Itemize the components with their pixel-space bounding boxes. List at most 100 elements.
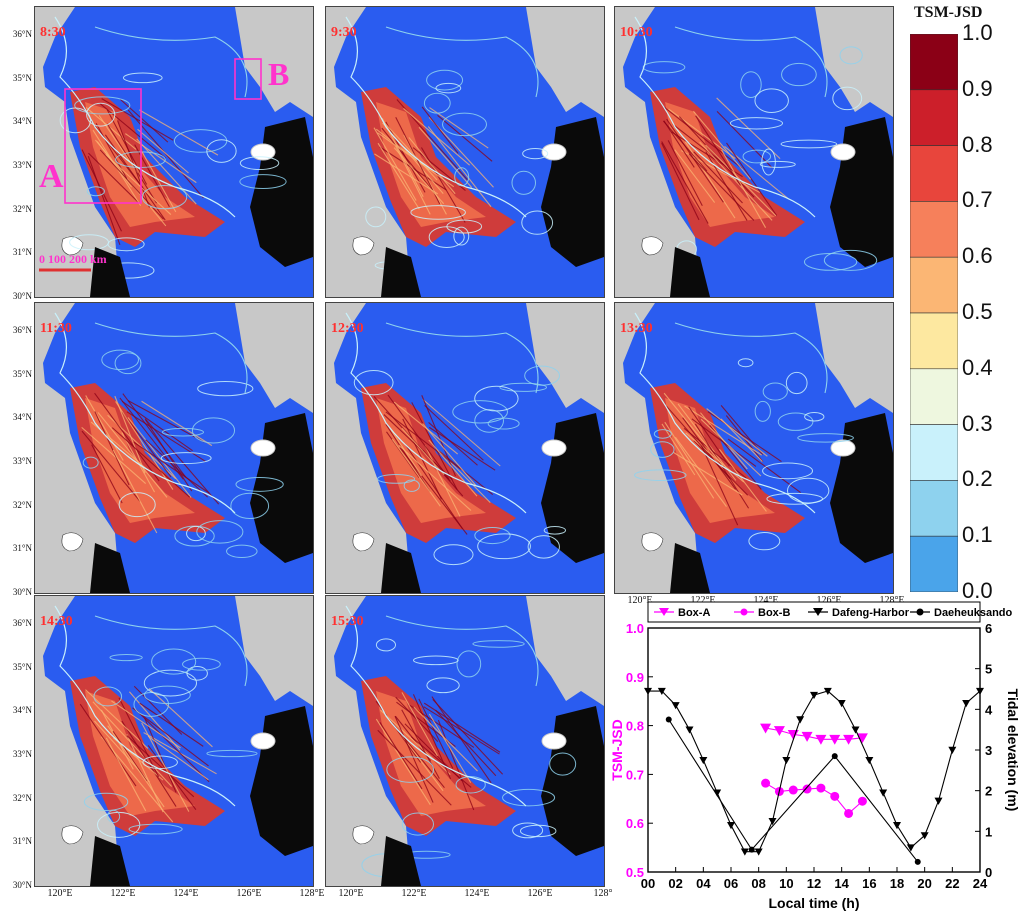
y-right-tick-label: 0 xyxy=(985,865,992,880)
lon-tick-label: 126°E xyxy=(236,888,262,899)
jsd-contour xyxy=(740,71,762,99)
jsd-contour xyxy=(737,358,754,368)
lat-tick-label: 36°N xyxy=(12,325,32,335)
jsd-contour xyxy=(502,788,556,807)
lon-tick-label: 126°E xyxy=(527,888,553,899)
jsd-contour xyxy=(832,86,863,111)
y-right-tick-label: 5 xyxy=(985,662,992,677)
colorbar-tick-label: 0.2 xyxy=(962,466,993,492)
plume-streak xyxy=(91,444,123,504)
data-point xyxy=(976,687,984,696)
jsd-contour xyxy=(144,685,191,705)
china-land xyxy=(615,7,700,297)
plume-streak xyxy=(431,696,492,784)
island xyxy=(541,439,567,457)
lon-tick-label: 124°E xyxy=(753,595,779,606)
plume-streak xyxy=(136,138,197,205)
plume-streak xyxy=(115,401,174,490)
jsd-contour xyxy=(230,492,270,520)
legend-label: Daeheuksando xyxy=(934,607,1013,619)
plume-streak xyxy=(661,142,700,221)
plume-streak xyxy=(383,414,453,480)
plume-streak xyxy=(726,142,778,216)
scalebar-label: 0 100 200 km xyxy=(39,252,107,266)
plume-streak xyxy=(716,110,773,169)
box-a-label: A xyxy=(39,158,64,195)
y-left-tick-label: 0.6 xyxy=(626,816,644,831)
plume-streak xyxy=(393,147,445,205)
colorbar-tick-label: 0.5 xyxy=(962,299,993,324)
data-point xyxy=(796,716,805,724)
plume-streak xyxy=(377,729,452,806)
plume-streak xyxy=(382,120,438,181)
map-canvas xyxy=(326,596,604,886)
data-point xyxy=(773,726,785,736)
jsd-contour xyxy=(93,686,123,707)
data-point xyxy=(815,734,827,745)
plume-streak xyxy=(401,427,445,476)
jsd-contour xyxy=(114,352,142,375)
colorbar xyxy=(910,34,958,592)
lat-tick-label: 32°N xyxy=(12,792,32,803)
china-land xyxy=(35,596,120,886)
island xyxy=(250,732,276,750)
y-right-tick-label: 4 xyxy=(985,702,993,717)
korea-land xyxy=(815,7,893,117)
jsd-contour xyxy=(141,184,188,210)
plume-streak xyxy=(684,405,763,456)
jsd-contour xyxy=(206,139,237,163)
colorbar-segment xyxy=(910,535,958,592)
jsd-contour xyxy=(151,648,197,675)
time-label: 13:30 xyxy=(620,321,653,336)
colorbar-segment xyxy=(910,312,958,370)
jsd-contour xyxy=(82,456,99,469)
plume-streak xyxy=(665,405,731,480)
lake xyxy=(61,532,84,552)
series-line xyxy=(668,719,919,863)
jsd-contour xyxy=(403,479,420,492)
plume-streak xyxy=(692,110,752,180)
jsd-contour xyxy=(353,369,394,396)
plume-streak xyxy=(421,106,459,154)
plume-streak xyxy=(92,701,173,787)
colorbar-segment xyxy=(910,424,958,481)
lon-tick-label: 122°E xyxy=(110,888,136,899)
data-point xyxy=(810,691,818,700)
nearshore-dark xyxy=(670,247,710,297)
plume-streak xyxy=(421,395,457,477)
plume-streak xyxy=(134,708,210,783)
map-panel: 14:30 xyxy=(34,595,314,887)
jsd-contour xyxy=(426,677,460,694)
plume-streak xyxy=(424,404,484,461)
lat-tick-label: 34°N xyxy=(12,412,32,423)
data-point xyxy=(865,756,874,765)
plume-streak xyxy=(700,445,739,526)
x-tick-label: 12 xyxy=(807,876,821,891)
island xyxy=(830,143,856,161)
jsd-contour xyxy=(748,532,781,551)
plume-streak xyxy=(435,709,497,777)
x-tick-label: 04 xyxy=(696,876,711,891)
jsd-contour xyxy=(761,148,776,176)
jsd-contour xyxy=(634,469,687,481)
map-canvas xyxy=(35,303,313,593)
lat-tick-label: 33°N xyxy=(12,749,32,759)
plume-streak xyxy=(699,141,773,221)
plume-streak xyxy=(96,141,132,188)
time-label: 9:30 xyxy=(331,25,357,40)
y-left-tick-label: 0.8 xyxy=(626,719,644,734)
jsd-contour xyxy=(653,429,672,439)
plume-streak xyxy=(121,411,172,478)
plume-streak xyxy=(105,154,172,215)
plume-streak xyxy=(147,735,209,781)
plume-streak xyxy=(727,438,801,494)
jsd-contour xyxy=(86,186,105,197)
lon-tick-label: 122°E xyxy=(401,888,427,899)
plume-streak xyxy=(398,444,472,511)
jsd-contour xyxy=(186,525,206,542)
data-point xyxy=(760,723,772,734)
map-panel: 9:30 xyxy=(325,6,605,298)
china-land xyxy=(326,596,411,886)
data-point xyxy=(829,734,841,745)
jsd-contour xyxy=(54,16,236,218)
